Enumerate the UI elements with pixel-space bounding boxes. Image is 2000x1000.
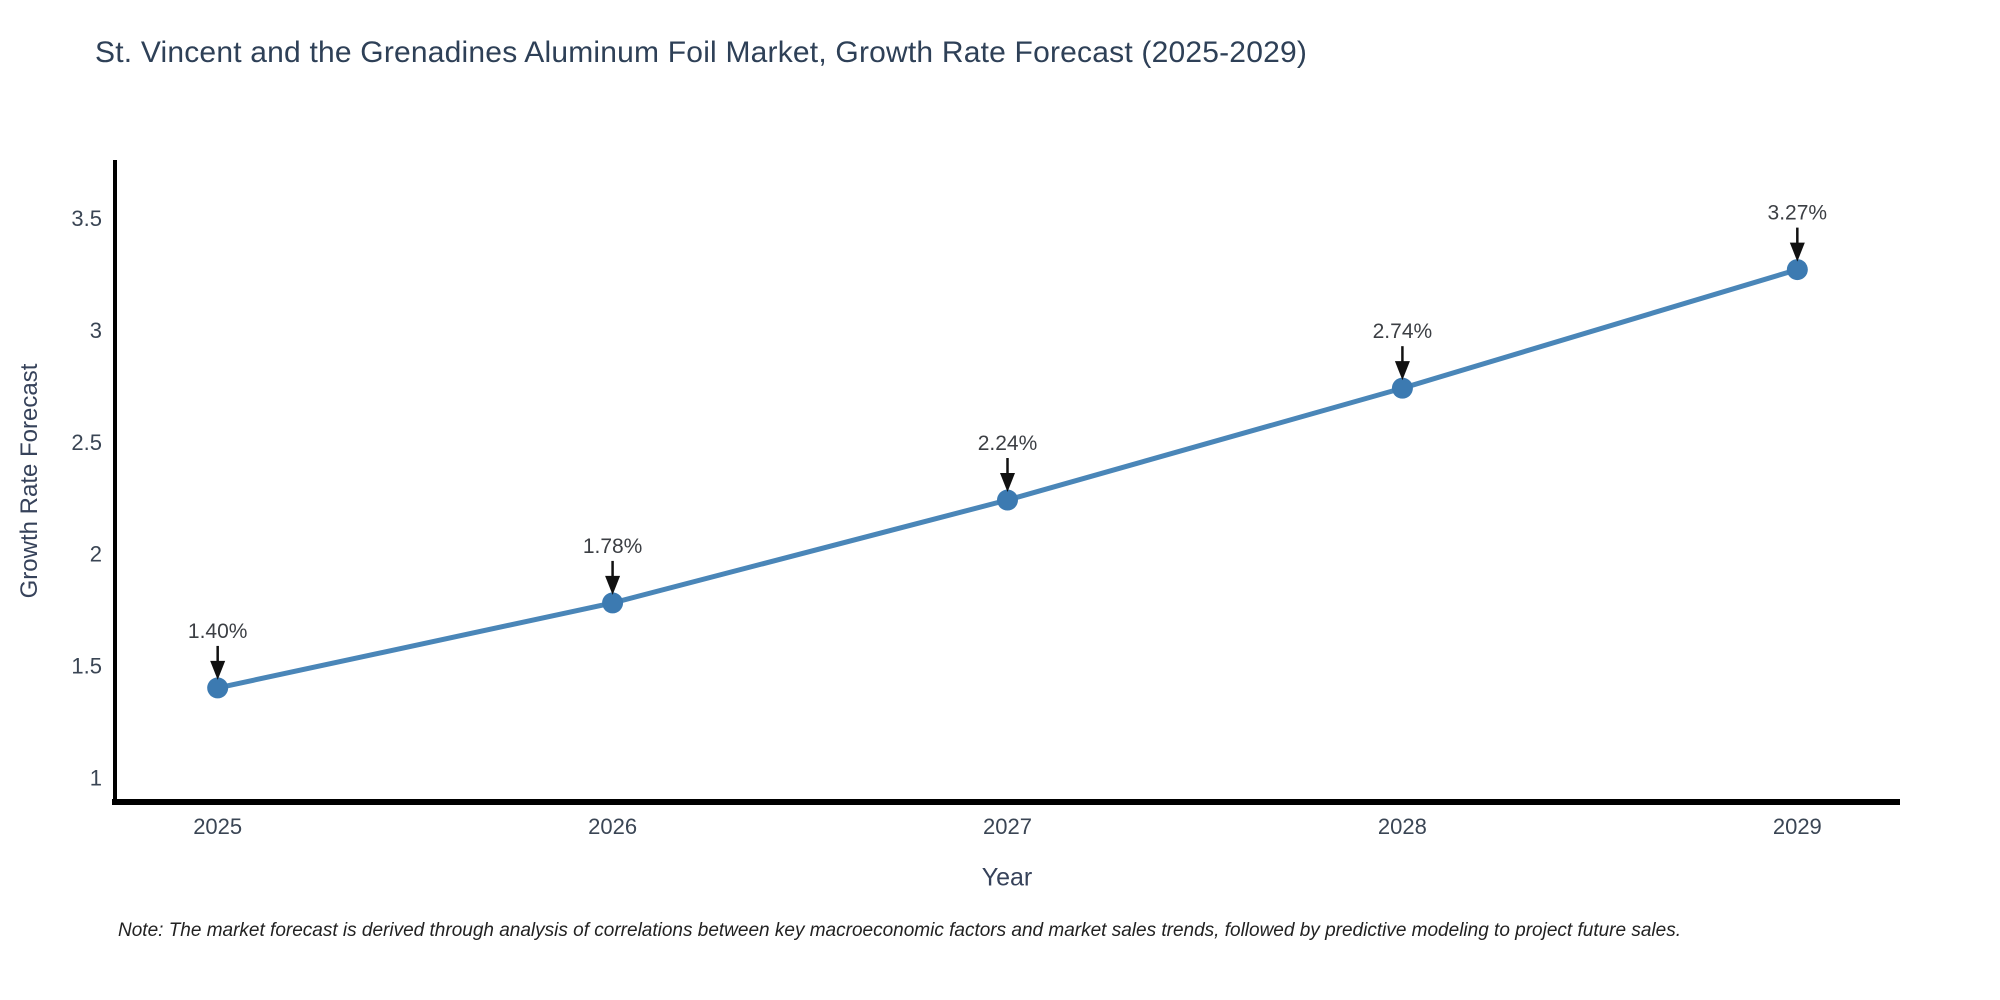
data-point-label: 3.27%	[1768, 202, 1828, 225]
x-tick-label: 2025	[193, 814, 242, 839]
x-tick-label: 2028	[1378, 814, 1427, 839]
y-tick-label: 3	[90, 318, 102, 343]
chart-title: St. Vincent and the Grenadines Aluminum …	[95, 36, 1308, 69]
annotation-arrow-head	[605, 575, 621, 595]
data-point-label: 1.78%	[583, 535, 643, 558]
x-tick-label: 2027	[983, 814, 1032, 839]
y-tick-label: 3.5	[71, 206, 102, 231]
data-point	[1786, 259, 1808, 281]
footnote: Note: The market forecast is derived thr…	[118, 920, 1681, 941]
data-point	[207, 677, 229, 699]
data-point	[1391, 377, 1413, 399]
y-tick-label: 1	[90, 765, 102, 790]
data-point	[602, 592, 624, 614]
data-point	[997, 489, 1018, 511]
x-axis-title: Year	[981, 863, 1033, 892]
annotation-arrow-head	[210, 660, 226, 680]
annotation-arrow-head	[1394, 361, 1410, 381]
data-point-label: 2.74%	[1373, 320, 1433, 343]
y-tick-label: 2	[90, 542, 102, 567]
x-tick-label: 2026	[588, 814, 637, 839]
y-tick-label: 1.5	[71, 654, 102, 679]
data-point-label: 2.24%	[978, 432, 1038, 455]
x-tick-label: 2029	[1773, 814, 1822, 839]
data-point-label: 1.40%	[188, 620, 248, 643]
y-tick-label: 2.5	[71, 430, 102, 455]
annotation-arrow-head	[1000, 473, 1015, 493]
annotation-arrow-head	[1789, 242, 1805, 262]
